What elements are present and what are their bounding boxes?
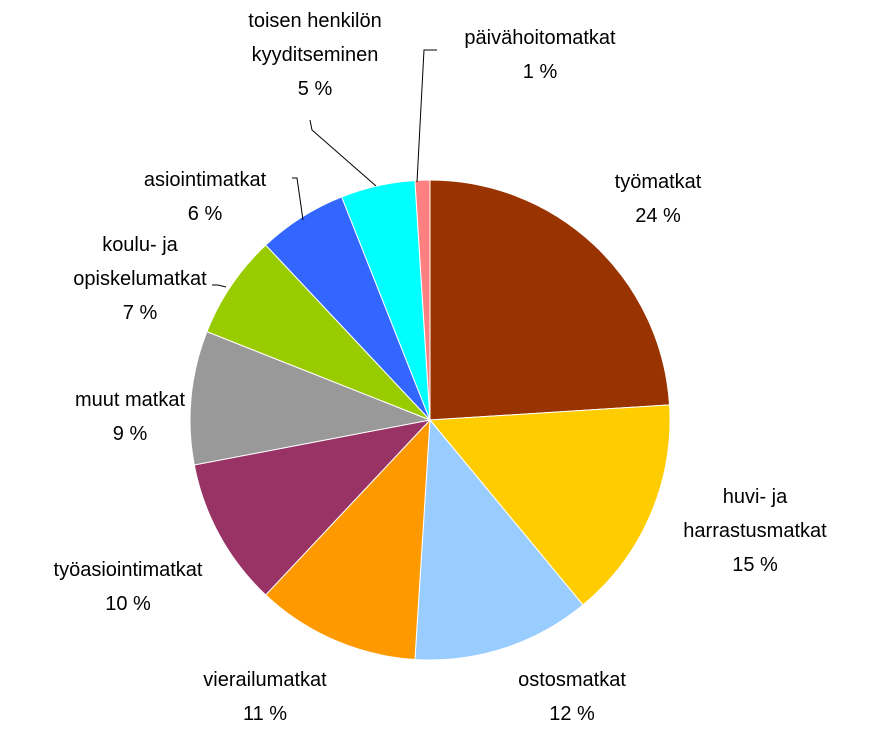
slice-label: ostosmatkat 12 %: [518, 663, 626, 731]
category-label: päivähoitomatkat: [464, 27, 616, 49]
value-label: 10 %: [105, 593, 151, 615]
value-label: 7 %: [122, 302, 158, 324]
category-label: huvi- ja harrastusmatkat: [683, 486, 827, 542]
pie-slice: [429, 179, 671, 421]
pie-slice: [414, 418, 584, 661]
category-label: muut matkat: [74, 389, 186, 411]
value-label: 24 %: [635, 205, 681, 227]
category-label: työasiointimatkat: [53, 559, 203, 581]
leader-line: [416, 49, 437, 183]
category-label: asiointimatkat: [143, 169, 267, 191]
category-label: koulu- ja opiskelumatkat: [73, 234, 207, 290]
slice-label: työasiointimatkat 10 %: [54, 553, 203, 621]
category-label: ostosmatkat: [518, 669, 626, 691]
slice-label: muut matkat 9 %: [75, 383, 185, 451]
slice-label: työmatkat 24 %: [615, 165, 702, 233]
slice-label: vierailumatkat 11 %: [203, 663, 326, 731]
leader-line: [212, 284, 227, 288]
pie-slice: [189, 331, 432, 466]
value-label: 12 %: [549, 703, 595, 725]
value-label: 5 %: [297, 78, 333, 100]
slice-label: koulu- ja opiskelumatkat 7 %: [73, 228, 206, 330]
value-label: 6 %: [187, 203, 223, 225]
value-label: 9 %: [112, 423, 148, 445]
category-label: työmatkat: [614, 171, 702, 193]
slice-label: toisen henkilön kyyditseminen 5 %: [248, 4, 381, 106]
category-label: vierailumatkat: [203, 669, 327, 691]
pie-slice: [414, 179, 431, 421]
slice-label: päivähoitomatkat 1 %: [464, 21, 615, 89]
leader-line: [292, 177, 304, 221]
category-label: toisen henkilön kyyditseminen: [248, 10, 382, 66]
pie-slice: [206, 244, 431, 421]
pie-slice: [265, 418, 431, 661]
value-label: 15 %: [732, 554, 778, 576]
pie-slice: [193, 419, 432, 596]
leader-line: [309, 119, 377, 187]
slice-label: huvi- ja harrastusmatkat 15 %: [683, 480, 826, 582]
value-label: 11 %: [242, 703, 288, 725]
pie-slice: [428, 404, 671, 606]
value-label: 1 %: [522, 61, 558, 83]
slice-label: asiointimatkat 6 %: [144, 163, 266, 231]
